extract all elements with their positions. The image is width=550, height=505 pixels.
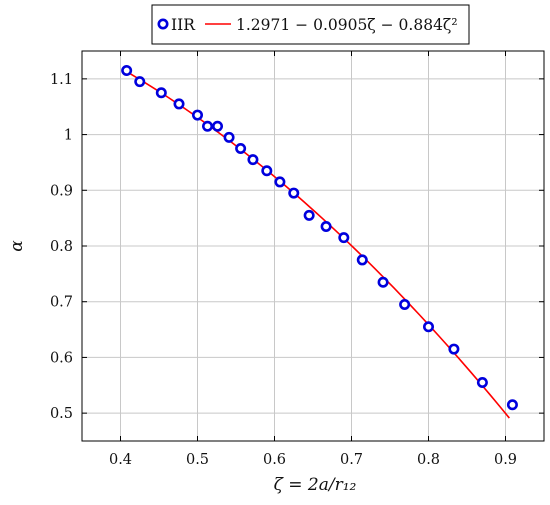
data-point: [173, 98, 185, 110]
data-point: [399, 298, 411, 310]
x-tick-label: 0.9: [494, 452, 517, 468]
data-point: [338, 232, 350, 244]
data-point: [247, 154, 259, 166]
y-tick-label: 1.1: [50, 72, 73, 88]
data-point: [261, 165, 273, 177]
fit-line: [123, 69, 510, 419]
data-point: [320, 221, 332, 233]
y-axis-label: α: [7, 240, 27, 252]
data-point: [134, 76, 146, 88]
data-point: [192, 109, 204, 121]
x-axis-ticks: 0.4 0.5 0.6 0.7 0.8 0.9: [109, 51, 517, 468]
data-point: [377, 276, 389, 288]
data-point: [155, 87, 167, 99]
data-point: [476, 376, 488, 388]
y-tick-label: 0.8: [50, 239, 73, 255]
y-tick-label: 0.5: [50, 406, 73, 422]
y-tick-label: 0.7: [50, 295, 73, 311]
legend-marker-iir: [157, 18, 169, 30]
x-tick-label: 0.5: [186, 452, 209, 468]
data-point: [121, 65, 133, 77]
data-point: [448, 343, 460, 355]
data-point: [274, 176, 286, 188]
data-point: [288, 187, 300, 199]
data-point: [356, 254, 368, 266]
x-tick-label: 0.4: [109, 452, 132, 468]
x-tick-label: 0.8: [417, 452, 440, 468]
data-point: [422, 321, 434, 333]
y-tick-label: 0.6: [50, 350, 73, 366]
y-tick-label: 0.9: [50, 183, 73, 199]
legend-label-fit: 1.2971 − 0.0905ζ − 0.884ζ²: [236, 16, 458, 34]
fit-line-series: [123, 69, 510, 419]
data-point: [235, 143, 247, 155]
data-point: [223, 131, 235, 143]
x-tick-label: 0.7: [340, 452, 363, 468]
iir-points-series: [121, 65, 518, 411]
legend-box: [151, 4, 470, 45]
legend-label-iir: IIR: [171, 16, 196, 34]
data-point: [202, 120, 214, 132]
data-point: [303, 209, 315, 221]
data-point: [506, 399, 518, 411]
y-axis-ticks: 0.5 0.6 0.7 0.8 0.9 1 1.1: [50, 72, 544, 422]
x-tick-label: 0.6: [263, 452, 286, 468]
legend: IIR 1.2971 − 0.0905ζ − 0.884ζ²: [151, 4, 470, 45]
y-grid-lines: [82, 78, 544, 414]
x-axis-label: ζ = 2a/r₁₂: [274, 475, 357, 495]
data-point: [212, 120, 224, 132]
y-tick-label: 1: [64, 128, 73, 144]
